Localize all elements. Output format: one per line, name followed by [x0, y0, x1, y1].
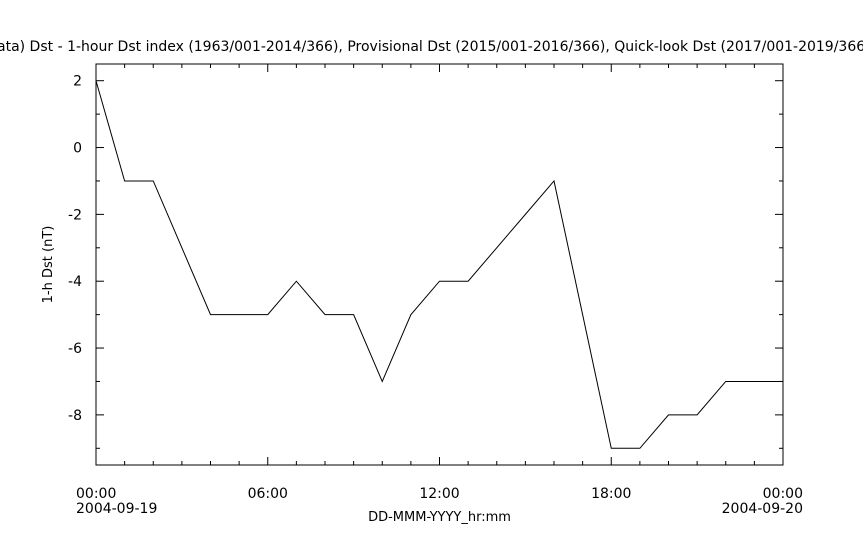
x-tick-label: 12:00: [419, 486, 459, 502]
y-tick-label: 2: [73, 74, 82, 90]
x-tick-date-label: 2004-09-20: [722, 501, 803, 517]
x-tick-label: 00:00: [76, 486, 116, 502]
plot-frame: [95, 63, 784, 466]
y-axis-ticks: 2 0 -2 -4 -6 -8: [68, 74, 783, 449]
y-tick-label: -2: [68, 207, 82, 223]
x-tick-label: 06:00: [248, 486, 288, 502]
x-tick-label: 18:00: [591, 486, 631, 502]
y-tick-label: 0: [73, 141, 82, 157]
series-group: [95, 80, 783, 449]
y-tick-label: -4: [68, 274, 82, 290]
y-axis-label: 1-h Dst (nT): [41, 226, 56, 304]
x-tick-date-label: 2004-09-19: [76, 501, 157, 517]
chart-title: ata) Dst - 1-hour Dst index (1963/001-20…: [0, 39, 863, 55]
dst-series-line: [95, 80, 783, 449]
x-tick-label: 00:00: [763, 486, 803, 502]
y-tick-label: -8: [68, 408, 82, 424]
y-tick-label: -6: [68, 341, 82, 357]
x-axis-label: DD-MMM-YYYY_hr:mm: [368, 510, 511, 525]
